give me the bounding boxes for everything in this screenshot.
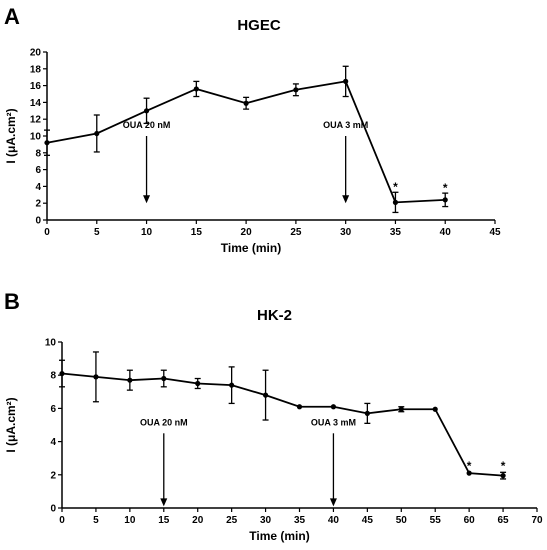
data-point [466,470,472,476]
y-tick-label: 0 [35,216,41,227]
y-tick-label: 4 [50,437,56,448]
y-tick-label: 10 [45,338,57,349]
y-tick-label: 2 [50,470,56,481]
x-tick-label: 70 [531,515,543,526]
data-point [161,375,167,382]
x-tick-label: 0 [44,227,50,238]
annotation-arrow-head [160,498,168,507]
x-tick-label: 0 [59,515,65,526]
x-tick-label: 55 [430,515,442,526]
x-tick-label: 5 [94,227,100,238]
data-point [193,86,199,92]
chart-title: HGEC [237,17,281,34]
significance-marker: * [443,181,448,195]
x-tick-label: 35 [294,515,306,526]
data-point [229,382,235,388]
data-point [330,404,337,410]
x-tick-label: 45 [489,227,501,238]
y-tick-label: 20 [30,48,42,59]
chart-title: HK-2 [257,307,292,324]
significance-marker: * [467,459,472,473]
data-point [432,406,438,412]
data-point [243,100,249,106]
chart-panel-b: B HK-2 0 2 4 6 8 10 0 5 10 15 20 25 30 35 40 45 50 55 60 65 70… [4,289,543,543]
y-tick-label: 16 [30,81,42,92]
significance-marker: * [393,180,398,194]
data-point [93,374,99,380]
x-tick-label: 35 [390,227,402,238]
x-tick-label: 10 [141,227,153,238]
data-point [442,197,448,203]
data-point [392,199,399,205]
annotation-label: OUA 20 nM [140,417,188,427]
x-tick-label: 60 [464,515,476,526]
y-tick-label: 6 [35,165,41,176]
series-line [61,372,504,477]
y-tick-label: 14 [30,98,42,109]
x-tick-label: 50 [396,515,408,526]
x-tick-label: 30 [340,227,352,238]
annotation-label: OUA 3 mM [323,120,368,130]
y-tick-label: 0 [50,504,56,515]
data-point [262,392,269,398]
x-tick-label: 25 [290,227,302,238]
y-tick-label: 8 [35,148,41,159]
panel-letter: B [4,289,20,314]
data-point [296,404,303,410]
annotation-arrow-head [329,498,337,507]
x-axis-title: Time (min) [221,241,281,255]
data-point [293,87,299,93]
annotation-label: OUA 20 nM [123,120,171,130]
data-point [143,108,150,114]
chart-panel-a: A HGEC 0 2 4 6 8 10 12 14 16 18 20 0 5 10 15 20 25 30 35 40 45… [4,4,501,255]
x-tick-label: 65 [498,515,510,526]
x-tick-label: 15 [191,227,203,238]
data-point [500,473,506,479]
x-tick-label: 40 [328,515,340,526]
y-tick-label: 18 [30,64,42,75]
panel-letter: A [4,4,20,29]
x-tick-label: 40 [440,227,452,238]
data-point [59,370,65,377]
y-tick-label: 10 [30,132,42,143]
data-point [127,377,133,383]
data-point [364,410,370,416]
y-tick-label: 12 [30,115,42,126]
y-tick-label: 8 [50,371,56,382]
y-axis-title: I (μA.cm²) [4,397,18,452]
data-point [94,130,100,137]
x-tick-label: 30 [260,515,272,526]
annotation-arrow-head [143,195,151,204]
x-axis-title: Time (min) [249,529,309,543]
annotation-arrow-head [342,195,350,204]
x-tick-label: 5 [93,515,99,526]
data-point [195,380,201,387]
data-point [44,140,50,146]
x-tick-label: 20 [241,227,253,238]
x-tick-label: 45 [362,515,374,526]
x-tick-label: 20 [192,515,204,526]
y-axis-title: I (μA.cm²) [4,108,18,163]
y-tick-label: 6 [50,404,56,415]
data-point [398,406,404,412]
y-tick-label: 4 [35,182,41,193]
y-tick-label: 2 [35,199,41,210]
annotation-label: OUA 3 mM [311,417,356,427]
x-tick-label: 25 [226,515,238,526]
data-point [343,78,349,84]
x-tick-label: 15 [158,515,170,526]
significance-marker: * [501,459,506,473]
x-tick-label: 10 [124,515,136,526]
